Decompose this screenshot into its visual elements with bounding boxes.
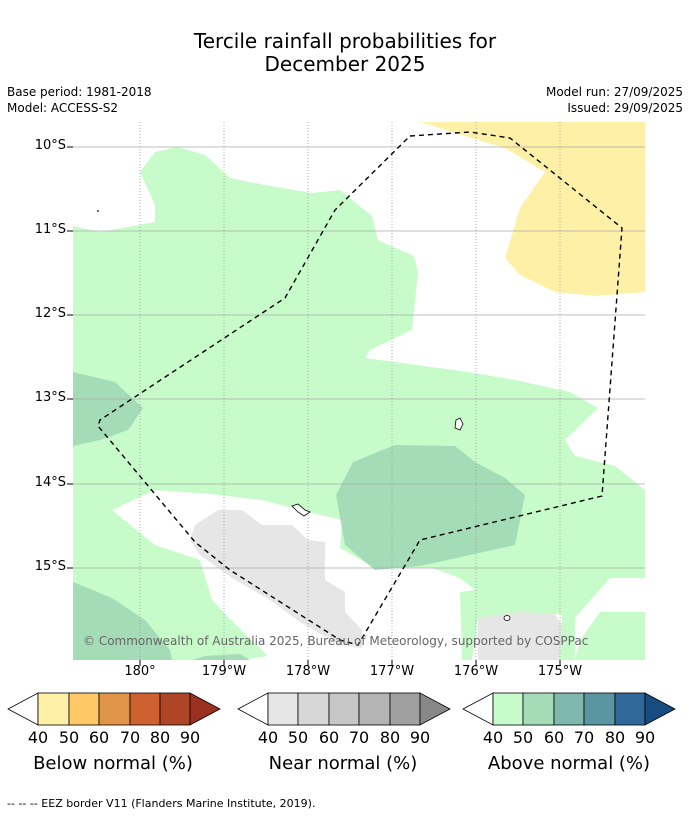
near-tick-70: 70 <box>348 728 370 747</box>
lon-label-178w: 178°W <box>285 664 331 679</box>
above-normal-50-region-south <box>192 654 250 660</box>
near-tick-90: 90 <box>409 728 431 747</box>
map-title: Tercile rainfall probabilities for Decem… <box>0 30 690 76</box>
colorbar-near-high-extend <box>419 692 451 726</box>
model-run: Model run: 27/09/2025 <box>545 85 683 99</box>
above-tick-50: 50 <box>512 728 534 747</box>
colorbar-near-40 <box>267 692 299 726</box>
below-normal-label: Below normal (%) <box>33 753 193 774</box>
lat-label-11s: 11°S <box>34 222 66 237</box>
near-normal-label: Near normal (%) <box>268 753 418 774</box>
above-normal-label: Above normal (%) <box>487 753 651 774</box>
above-tick-90: 90 <box>634 728 656 747</box>
colorbar-below-40 <box>37 692 70 726</box>
below-tick-70: 70 <box>119 728 141 747</box>
below-tick-50: 50 <box>58 728 80 747</box>
colorbar-near-60 <box>328 692 360 726</box>
lon-label-175w: 175°W <box>537 664 583 679</box>
colorbar-above-high-extend <box>644 692 676 726</box>
island-outline <box>291 503 311 517</box>
island-outline <box>503 615 511 621</box>
near-normal-40-region <box>190 510 362 648</box>
model-name: Model: ACCESS-S2 <box>7 101 119 115</box>
colorbar-near-80 <box>389 692 421 726</box>
above-normal-40-east-patch <box>575 612 645 660</box>
lat-label-10s: 10°S <box>34 138 66 153</box>
issued-date: Issued: 29/09/2025 <box>567 101 683 115</box>
near-tick-50: 50 <box>287 728 309 747</box>
colorbar-below-80 <box>159 692 191 726</box>
above-tick-60: 60 <box>543 728 565 747</box>
lon-label-179w: 179°W <box>201 664 247 679</box>
below-normal-40-region <box>420 122 645 296</box>
lat-label-15s: 15°S <box>34 559 66 574</box>
colorbar-near-50 <box>297 692 330 726</box>
colorbar-near-low-extend <box>237 692 269 726</box>
colorbar-below-70 <box>129 692 161 726</box>
lat-label-13s: 13°S <box>34 390 66 405</box>
colorbar-above-low-extend <box>462 692 494 726</box>
below-tick-40: 40 <box>27 728 49 747</box>
lon-label-177w: 177°W <box>369 664 415 679</box>
eez-legend-footer: -- -- -- EEZ border V11 (Flanders Marine… <box>7 797 316 810</box>
island-outline <box>454 417 464 431</box>
metadata-left: Base period: 1981-2018 Model: ACCESS-S2 <box>7 84 152 116</box>
above-tick-70: 70 <box>573 728 595 747</box>
colorbar-above-60 <box>553 692 585 726</box>
above-normal-50-region-southwest <box>73 582 172 660</box>
lat-label-14s: 14°S <box>34 475 66 490</box>
above-normal-50-region-central <box>336 445 525 570</box>
title-line-2: December 2025 <box>264 52 426 76</box>
colorbar-above-40 <box>492 692 524 726</box>
lat-label-12s: 12°S <box>34 306 66 321</box>
colorbar-below-high-extend <box>189 692 221 726</box>
colorbar-near-70 <box>358 692 391 726</box>
axis-ticks <box>67 146 561 666</box>
title-line-1: Tercile rainfall probabilities for <box>193 29 497 53</box>
colorbar-below-low-extend <box>7 692 39 726</box>
colorbar-above-50 <box>522 692 555 726</box>
copyright-notice: © Commonwealth of Australia 2025, Bureau… <box>83 634 588 648</box>
latitude-gridlines <box>73 146 645 569</box>
below-tick-80: 80 <box>149 728 171 747</box>
above-normal-50-region-west <box>73 372 143 446</box>
above-tick-40: 40 <box>482 728 504 747</box>
base-period: Base period: 1981-2018 <box>7 85 152 99</box>
colorbar-above-70 <box>583 692 616 726</box>
eez-border <box>97 131 623 646</box>
near-tick-40: 40 <box>257 728 279 747</box>
near-normal-40-east-patch <box>478 612 562 660</box>
lon-label-180: 180° <box>124 664 156 679</box>
metadata-right: Model run: 27/09/2025 Issued: 29/09/2025 <box>546 84 683 116</box>
colorbar-below-normal <box>7 692 221 726</box>
colorbar-near-normal <box>237 692 451 726</box>
colorbar-above-80 <box>614 692 646 726</box>
colorbar-above-normal <box>462 692 676 726</box>
above-tick-80: 80 <box>604 728 626 747</box>
near-tick-80: 80 <box>379 728 401 747</box>
colorbar-below-60 <box>98 692 131 726</box>
colorbar-below-50 <box>68 692 100 726</box>
island-dot <box>97 210 99 212</box>
near-tick-60: 60 <box>318 728 340 747</box>
lon-label-176w: 176°W <box>453 664 499 679</box>
below-tick-90: 90 <box>179 728 201 747</box>
below-tick-60: 60 <box>88 728 110 747</box>
forecast-map <box>73 122 645 660</box>
